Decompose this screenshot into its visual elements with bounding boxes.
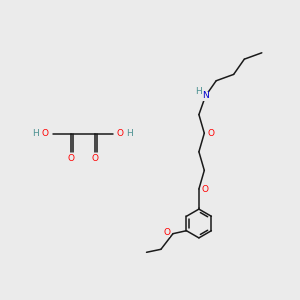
Text: O: O (67, 154, 74, 163)
Text: O: O (116, 129, 124, 138)
Text: O: O (207, 129, 214, 138)
Text: H: H (196, 87, 202, 96)
Text: O: O (202, 184, 209, 194)
Text: H: H (127, 129, 133, 138)
Text: O: O (91, 154, 98, 163)
Text: O: O (41, 129, 49, 138)
Text: H: H (32, 129, 38, 138)
Text: N: N (202, 92, 209, 100)
Text: O: O (164, 228, 170, 237)
